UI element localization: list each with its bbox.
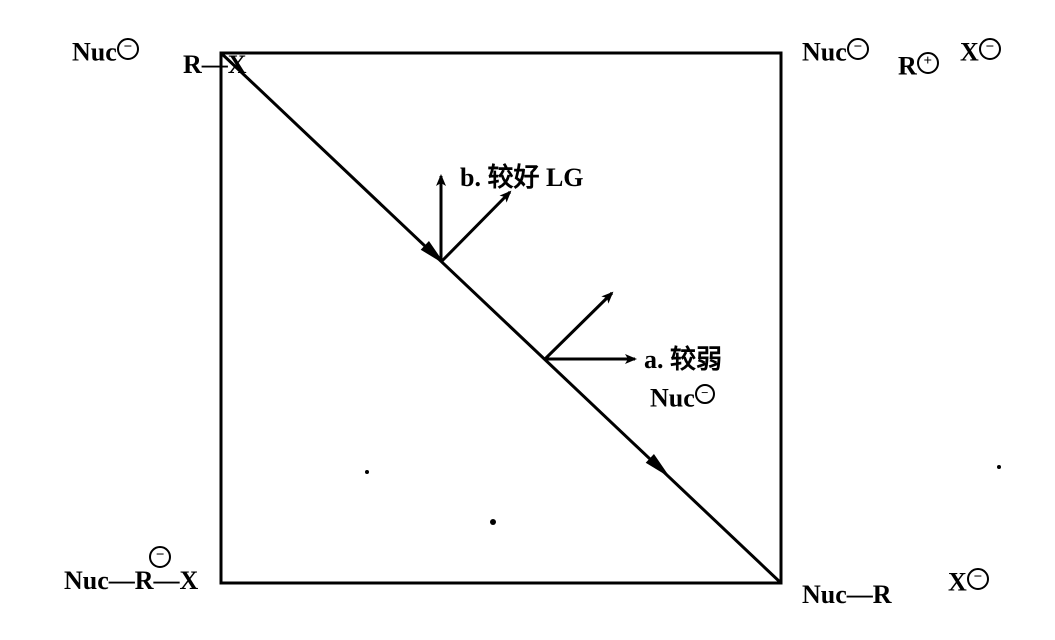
- corner-bottom-left: Nuc—R—X −: [64, 568, 198, 594]
- charge-minus-icon: −: [117, 38, 139, 60]
- corner-top-left-nuc: Nuc−: [72, 38, 139, 66]
- nuc-text: Nuc: [802, 38, 847, 67]
- charge-minus-icon: −: [847, 38, 869, 60]
- charge-plus-icon: +: [917, 52, 939, 74]
- corner-top-left-rx: R—X: [183, 52, 247, 78]
- nuc-text: Nuc: [72, 38, 117, 67]
- inner-label-b: b. 较好 LG: [460, 165, 584, 191]
- inner-label-a-nuc: Nuc−: [650, 384, 715, 412]
- inner-label-a: a. 较弱: [644, 347, 722, 373]
- corner-top-right-x: X−: [960, 38, 1001, 66]
- nuc-text: Nuc: [650, 384, 695, 413]
- x-text: X: [960, 38, 979, 67]
- corner-top-right-nuc: Nuc−: [802, 38, 869, 66]
- charge-minus-icon: −: [695, 384, 715, 404]
- nucrx-text: Nuc—R—X: [64, 566, 198, 595]
- charge-minus-icon: −: [979, 38, 1001, 60]
- charge-minus-icon: −: [149, 546, 171, 568]
- corner-bottom-right-nucr: Nuc—R: [802, 582, 892, 608]
- x-text: X: [948, 568, 967, 597]
- diagram-svg: [0, 0, 1055, 640]
- charge-minus-icon: −: [967, 568, 989, 590]
- r-text: R: [898, 52, 917, 81]
- corner-bottom-right-x: X−: [948, 568, 989, 596]
- corner-top-right-r: R+: [898, 52, 939, 80]
- diagram-stage: Nuc− R—X Nuc− R+ X− Nuc—R—X − Nuc—R X− b…: [0, 0, 1055, 640]
